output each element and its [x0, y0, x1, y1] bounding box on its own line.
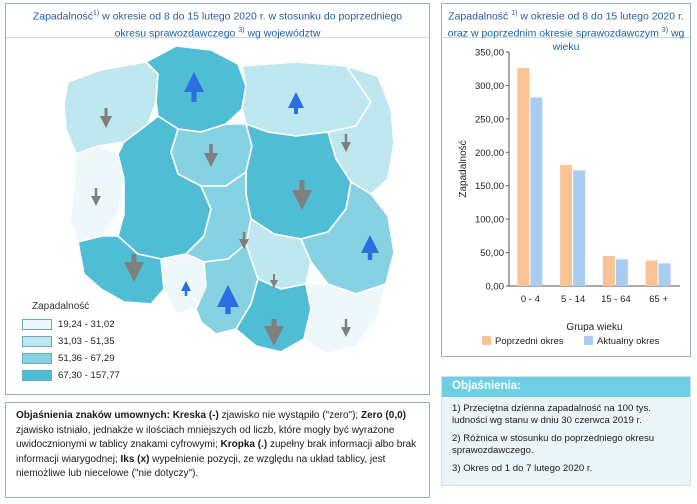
- symbols-explanation: Objaśnienia znaków umownych: Kreska (-) …: [5, 402, 430, 498]
- map-title-line1-rest: w okresie od 8 do 15 lutego 2020 r. w st…: [99, 10, 403, 23]
- poland-map: [63, 45, 395, 355]
- legend-swatch: [22, 352, 52, 364]
- bar-previous-0: [517, 68, 530, 286]
- legend-swatch-1: [584, 336, 593, 345]
- y-tick-label: 50,00: [480, 248, 504, 259]
- map-title-line1: Zapadalność: [32, 10, 93, 23]
- chart-title-line2-rest: wg wieku: [552, 27, 685, 53]
- note-item-3: 3) Okres od 1 do 7 lutego 2020 r.: [452, 463, 593, 474]
- symbols-bold-2: Zero (0,0): [360, 410, 406, 421]
- symbols-text-2: zjawisko istniało, jednakże w ilościach …: [16, 424, 395, 451]
- map-panel: Zapadalność1) w okresie od 8 do 15 luteg…: [5, 3, 430, 395]
- map-title-line2: okresu sprawozdawczego: [114, 27, 236, 39]
- bar-chart: 0,00 50,00 100,00 150,00 200,00 250,00 300,00 3…: [458, 48, 680, 347]
- bar-previous-2: [602, 255, 615, 286]
- y-tick-label: 350,00: [475, 48, 504, 59]
- bar-current-0: [530, 97, 543, 286]
- bar-current-3: [658, 263, 671, 286]
- symbols-text-3: zupełny brak informacji albo brak inform…: [16, 439, 417, 465]
- note-item-1: 1) Przeciętna dzienna zapadalność na 100…: [452, 403, 651, 426]
- x-axis-label: Grupa wieku: [566, 322, 622, 333]
- chart-title-line2: oraz w poprzednim okresie sprawozdawczym: [447, 27, 659, 39]
- notes-box: Objaśnienia: 1) Przeciętna dzienna zapad…: [441, 376, 691, 486]
- legend-swatch: [22, 318, 52, 330]
- trend-arrows: [91, 72, 379, 346]
- legend-swatch: [22, 369, 52, 381]
- x-tick-label: 15 - 64: [601, 294, 631, 305]
- symbols-bold-3: Kropka (.): [220, 439, 268, 450]
- map-legend-title: Zapadalność: [32, 301, 90, 312]
- x-tick-label: 65 +: [649, 294, 668, 305]
- legend-label-1: Aktualny okres: [597, 336, 660, 347]
- legend-label-0: Poprzedni okres: [495, 336, 564, 347]
- legend-label: 31,03 - 51,35: [58, 336, 115, 347]
- y-axis-label: Zapadalność: [458, 140, 469, 197]
- symbols-bold-4: Iks (x): [120, 453, 150, 465]
- map-title-sup1: 1): [92, 10, 100, 17]
- symbols-text-1: zjawisko nie wystąpiło ("zero");: [218, 410, 361, 421]
- chart-title-line1: Zapadalność: [448, 10, 509, 23]
- y-tick-label: 100,00: [475, 215, 504, 226]
- legend-swatch-0: [482, 336, 491, 345]
- chart-title-line1-rest: w okresie od 8 do 15 lutego 2020 r.: [517, 10, 684, 23]
- map-legend-item: 67,30 - 157,77: [22, 369, 120, 382]
- map-legend-item: 19,24 - 31,02: [22, 318, 115, 331]
- bar-chart-panel: Zapadalność 1) w okresie od 8 do 15 lute…: [441, 3, 691, 357]
- bar-previous-3: [645, 260, 658, 286]
- map-title-sup2: 3): [238, 26, 245, 34]
- bar-previous-1: [560, 164, 573, 286]
- y-tick-label: 200,00: [475, 148, 504, 159]
- y-tick-label: 250,00: [475, 114, 504, 125]
- notes-heading: Objaśnienia:: [442, 377, 690, 397]
- symbols-bold-1: Objaśnienia znaków umownych: Kreska (-): [16, 410, 219, 421]
- chart-title: Zapadalność 1) w okresie od 8 do 15 lute…: [442, 4, 690, 53]
- map-legend-item: 51,36 - 67,29: [22, 352, 115, 365]
- chart-title-sup1: 1): [511, 10, 518, 17]
- note-item-2: 2) Różnica w stosunku do poprzedniego ok…: [452, 433, 655, 456]
- bar-current-1: [573, 170, 586, 286]
- map-title: Zapadalność1) w okresie od 8 do 15 luteg…: [6, 4, 429, 39]
- legend-swatch: [22, 335, 52, 347]
- legend-label: 19,24 - 31,02: [58, 319, 115, 330]
- symbols-text-4: wypełnienie pozycji, ze względu na układ…: [16, 453, 386, 480]
- x-tick-label: 0 - 4: [521, 294, 540, 305]
- y-tick-label: 150,00: [475, 181, 504, 192]
- x-tick-label: 5 - 14: [561, 294, 585, 305]
- map-title-line2-rest: wg województw: [244, 27, 321, 39]
- y-tick-label: 300,00: [475, 81, 504, 92]
- bar-current-2: [615, 259, 628, 286]
- legend-label: 51,36 - 67,29: [58, 353, 115, 364]
- chart-title-sup2: 3): [661, 26, 669, 34]
- legend-label: 67,30 - 157,77: [58, 370, 120, 381]
- y-tick-label: 0,00: [486, 282, 505, 293]
- map-legend-item: 31,03 - 51,35: [22, 335, 115, 348]
